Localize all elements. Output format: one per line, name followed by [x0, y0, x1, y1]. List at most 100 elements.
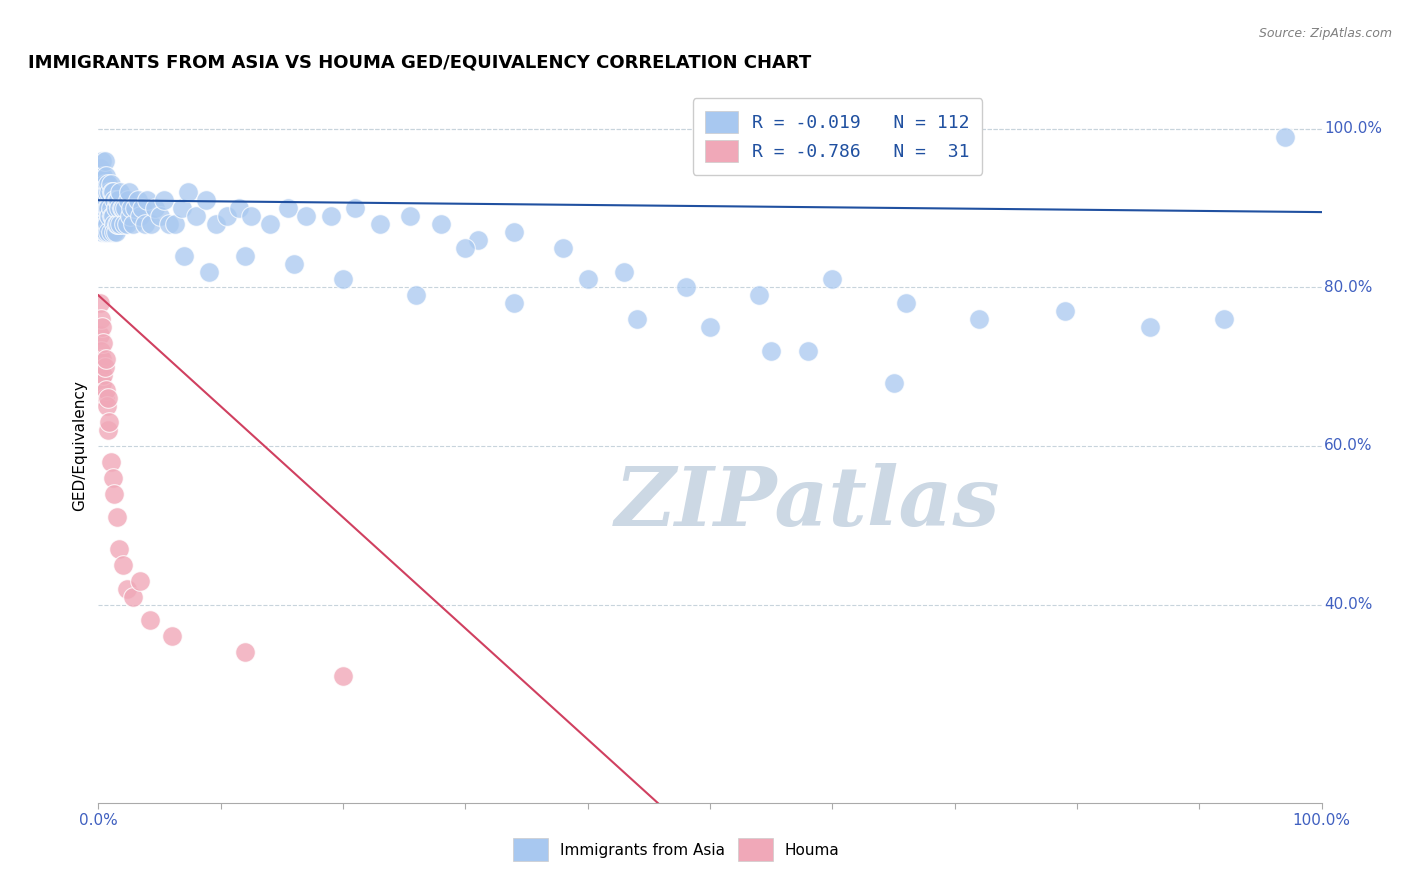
Point — [503, 296, 526, 310]
Point — [98, 186, 121, 200]
Point — [105, 510, 128, 524]
Point — [430, 217, 453, 231]
Point — [90, 193, 112, 207]
Point — [96, 400, 118, 414]
Point — [101, 186, 124, 200]
Point — [283, 257, 305, 271]
Point — [93, 225, 115, 239]
Point — [100, 201, 122, 215]
Point — [215, 209, 238, 223]
Point — [111, 201, 134, 215]
Point — [124, 201, 146, 215]
Point — [97, 423, 120, 437]
Point — [259, 217, 281, 231]
Point — [89, 328, 111, 343]
Point — [111, 558, 134, 572]
Point — [91, 201, 114, 215]
Point — [129, 209, 152, 223]
Point — [120, 201, 142, 215]
Point — [228, 201, 250, 215]
Point — [100, 225, 122, 239]
Point — [134, 217, 156, 231]
Point — [117, 193, 139, 207]
Y-axis label: GED/Equivalency: GED/Equivalency — [72, 381, 87, 511]
Point — [94, 169, 117, 184]
Point — [114, 201, 136, 215]
Point — [98, 415, 121, 429]
Legend: R = -0.019   N = 112, R = -0.786   N =  31: R = -0.019 N = 112, R = -0.786 N = 31 — [693, 98, 983, 175]
Point — [97, 225, 120, 239]
Point — [153, 193, 176, 207]
Point — [90, 359, 112, 374]
Point — [112, 217, 135, 231]
Point — [319, 209, 342, 223]
Point — [91, 351, 114, 366]
Point — [121, 590, 143, 604]
Point — [93, 153, 115, 168]
Point — [173, 249, 195, 263]
Point — [576, 272, 599, 286]
Point — [89, 161, 111, 176]
Point — [748, 288, 770, 302]
Point — [110, 186, 132, 200]
Text: Houma: Houma — [785, 843, 839, 857]
Point — [94, 351, 117, 366]
Point — [97, 392, 120, 406]
Point — [626, 312, 648, 326]
Point — [97, 178, 120, 192]
Point — [967, 312, 990, 326]
Point — [93, 201, 115, 215]
Point — [97, 201, 120, 215]
Point — [96, 217, 118, 231]
Point — [165, 217, 187, 231]
Point — [1139, 320, 1161, 334]
Point — [197, 264, 219, 278]
Point — [96, 201, 118, 215]
Point — [186, 209, 208, 223]
Point — [94, 384, 117, 398]
Point — [170, 201, 193, 215]
Point — [115, 217, 138, 231]
Point — [761, 343, 783, 358]
Point — [89, 296, 111, 310]
Point — [344, 201, 367, 215]
Point — [118, 186, 141, 200]
Point — [332, 272, 354, 286]
Point — [91, 193, 114, 207]
Text: 60.0%: 60.0% — [1324, 439, 1372, 453]
Point — [894, 296, 917, 310]
Point — [91, 153, 114, 168]
Point — [797, 343, 820, 358]
Point — [103, 217, 125, 231]
Point — [1212, 312, 1234, 326]
Point — [93, 178, 115, 192]
Point — [100, 178, 122, 192]
Point — [883, 376, 905, 390]
Point — [103, 193, 125, 207]
Point — [157, 217, 180, 231]
Point — [121, 217, 143, 231]
Point — [103, 225, 125, 239]
Point — [104, 201, 127, 215]
Point — [108, 201, 131, 215]
Point — [503, 225, 526, 239]
Point — [98, 209, 121, 223]
Point — [277, 201, 299, 215]
Point — [120, 209, 142, 223]
Point — [90, 217, 112, 231]
Point — [108, 542, 131, 557]
Point — [100, 455, 122, 469]
Point — [94, 193, 117, 207]
Point — [129, 574, 152, 588]
Point — [613, 264, 636, 278]
Point — [91, 178, 114, 192]
Point — [553, 241, 575, 255]
Point — [467, 233, 489, 247]
Point — [91, 217, 114, 231]
Point — [127, 193, 149, 207]
Point — [149, 209, 172, 223]
Point — [195, 193, 218, 207]
Point — [821, 272, 844, 286]
Point — [105, 217, 128, 231]
Point — [91, 368, 114, 382]
